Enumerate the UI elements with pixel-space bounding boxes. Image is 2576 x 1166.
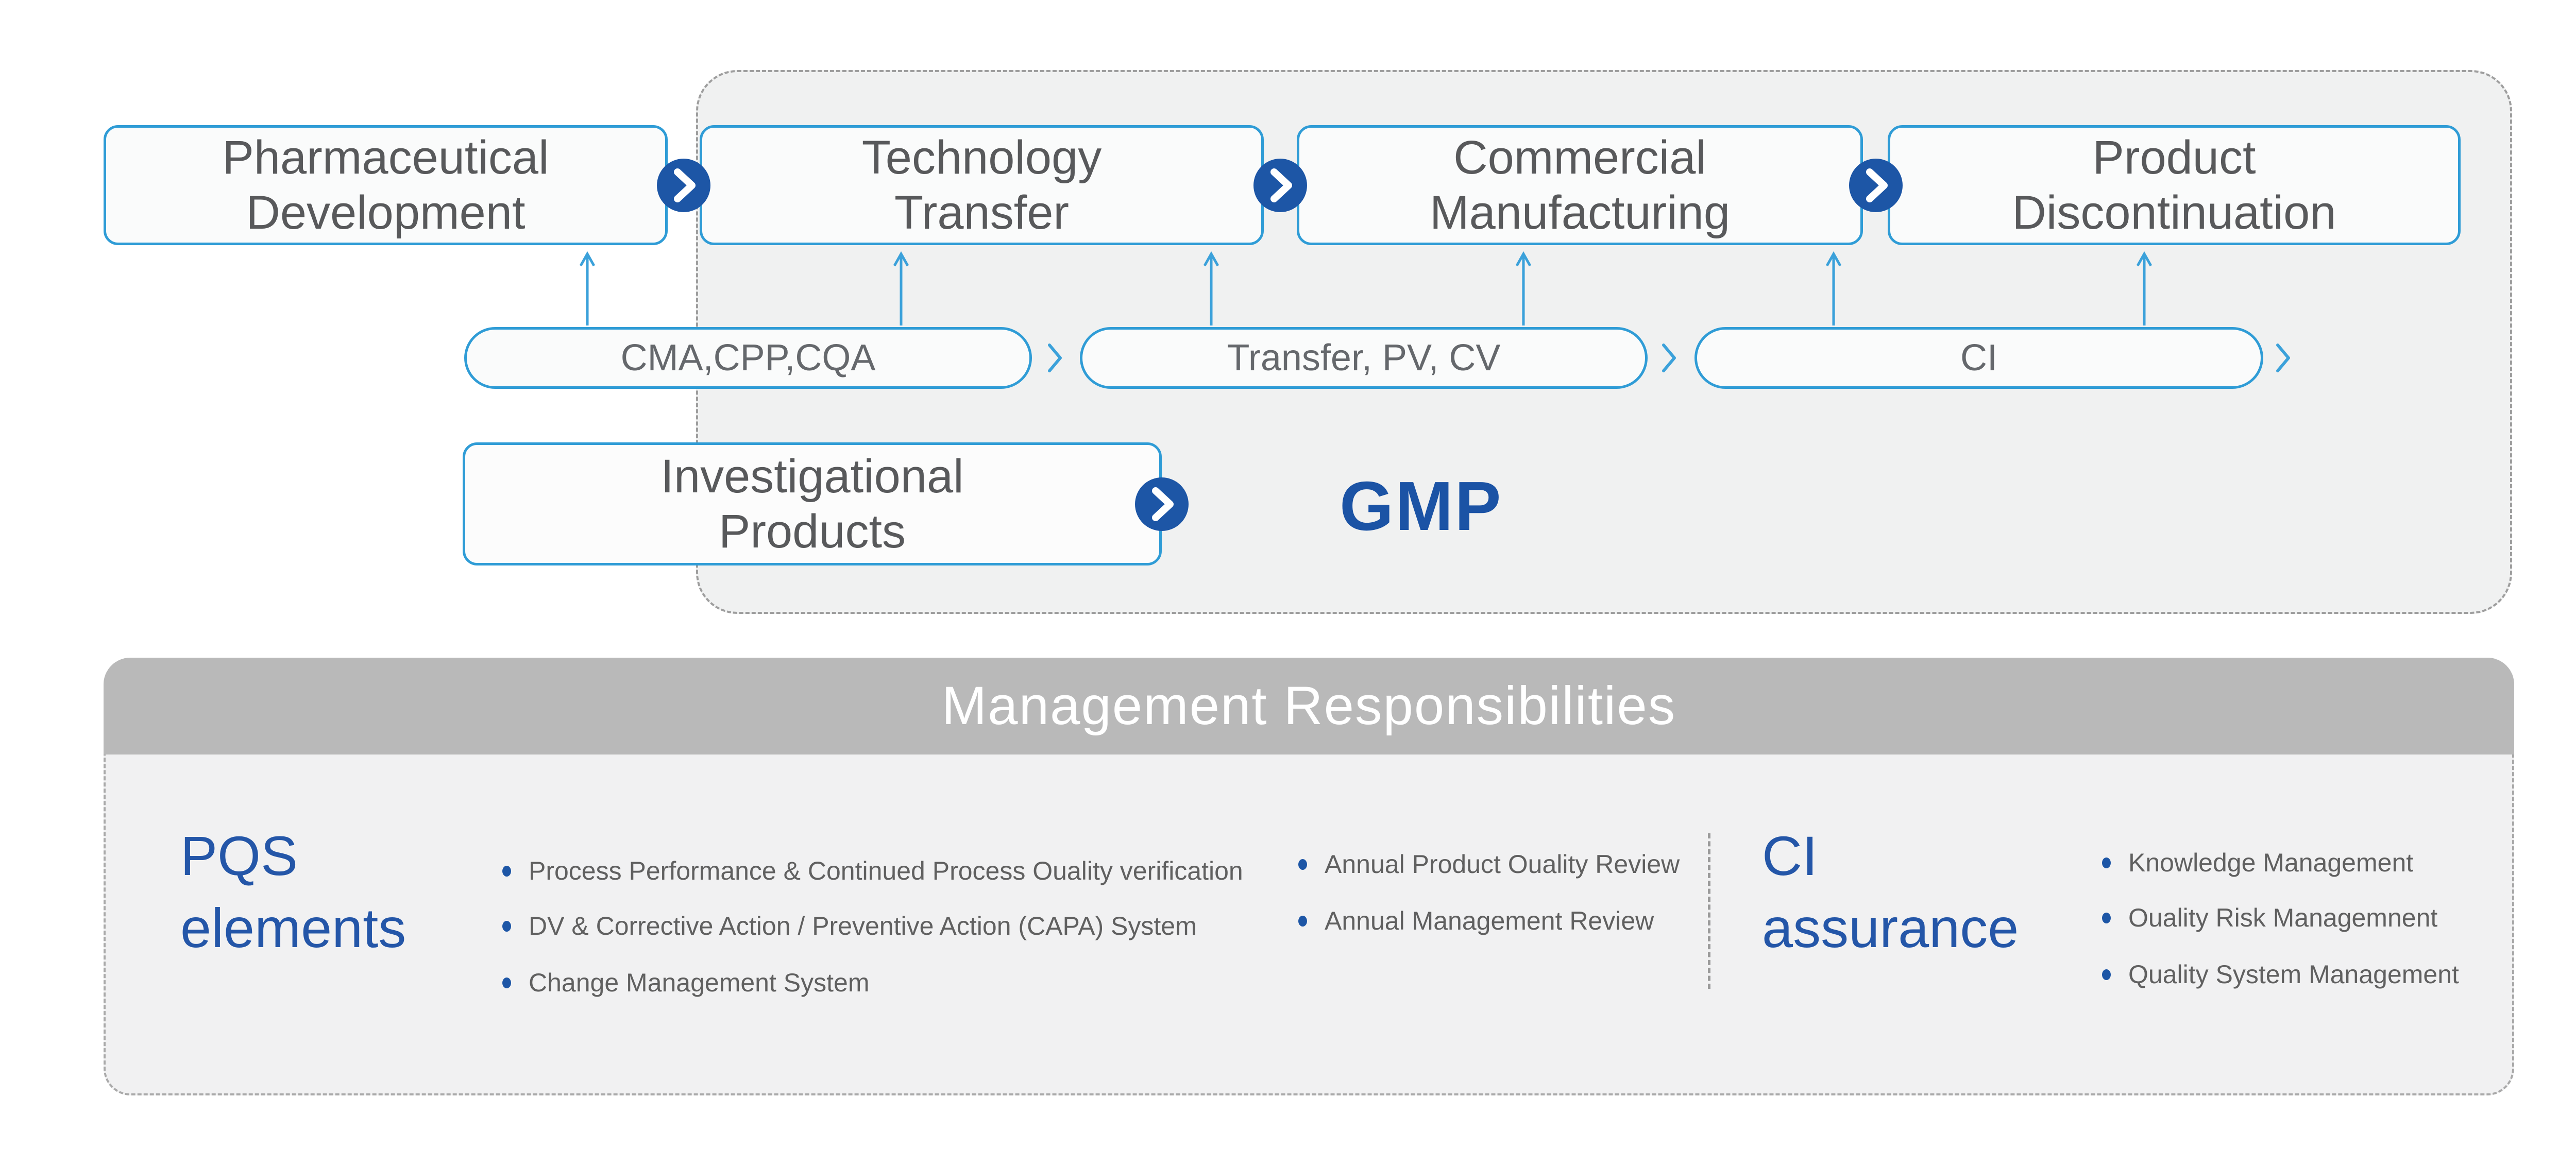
stage-label-line: Manufacturing: [1430, 186, 1730, 239]
pqs-bullet-item: Annual Management Review: [1298, 906, 1654, 936]
stage-label-line: Pharmaceutical: [222, 131, 549, 184]
stage-label-line: Transfer: [894, 186, 1070, 239]
management-panel: Management Responsibilities: [104, 658, 2514, 1095]
heading-line: elements: [180, 897, 406, 959]
ci-assurance-heading: CI assurance: [1762, 820, 2019, 965]
section-divider: [1708, 833, 1710, 989]
up-arrow-icon: [2133, 247, 2156, 327]
phase-pill-label: CMA,CPP,CQA: [620, 337, 876, 379]
bullet-text: Quality System Management: [2128, 960, 2459, 989]
stage-label-line: Discontinuation: [2012, 186, 2336, 239]
invest-label-line: Investigational: [660, 450, 964, 503]
stage-box-product-discontinuation: Product Discontinuation: [1888, 125, 2461, 245]
stage-box-technology-transfer: Technology Transfer: [700, 125, 1264, 245]
management-title-band: Management Responsibilities: [104, 658, 2514, 755]
bullet-text: Knowledge Management: [2128, 848, 2414, 877]
bullet-dot-icon: [2102, 857, 2111, 868]
phase-pill-label: Transfer, PV, CV: [1227, 337, 1501, 379]
bullet-dot-icon: [502, 865, 511, 877]
up-arrow-icon: [890, 247, 912, 327]
stage-box-pharmaceutical-development: Pharmaceutical Development: [104, 125, 668, 245]
pqs-bullet-item: DV & Corrective Action / Preventive Acti…: [502, 911, 1197, 941]
up-arrow-icon: [1822, 247, 1845, 327]
pqs-elements-heading: PQS elements: [180, 820, 406, 965]
bullet-text: Change Management System: [529, 968, 870, 997]
bullet-text: Annual Product Ouality Review: [1325, 850, 1680, 879]
management-title: Management Responsibilities: [941, 676, 1676, 736]
ci-bullet-item: Knowledge Management: [2102, 848, 2413, 878]
chevron-right-icon: [1659, 339, 1680, 376]
investigational-products-box: Investigational Products: [463, 442, 1162, 565]
stage-label-line: Product: [2092, 131, 2256, 184]
bullet-dot-icon: [1298, 859, 1307, 870]
ci-bullet-item: Ouality Risk Managemnent: [2102, 903, 2437, 933]
flow-arrow-icon: [1253, 159, 1307, 212]
gmp-label: GMP: [1340, 467, 1503, 545]
bullet-dot-icon: [1298, 915, 1307, 927]
bullet-dot-icon: [2102, 912, 2111, 923]
up-arrow-icon: [1200, 247, 1223, 327]
bullet-dot-icon: [502, 977, 511, 988]
flow-arrow-icon: [1849, 159, 1903, 212]
pqs-bullet-item: Annual Product Ouality Review: [1298, 849, 1680, 879]
bullet-text: Process Performance & Continued Process …: [529, 856, 1243, 885]
up-arrow-icon: [576, 247, 599, 327]
stage-label-line: Commercial: [1453, 131, 1706, 184]
ci-bullet-item: Quality System Management: [2102, 959, 2459, 989]
stage-box-commercial-manufacturing: Commercial Manufacturing: [1297, 125, 1863, 245]
flow-arrow-icon: [657, 159, 710, 212]
chevron-right-icon: [1045, 339, 1065, 376]
heading-line: CI: [1762, 825, 1818, 887]
bullet-dot-icon: [502, 920, 511, 932]
bullet-text: DV & Corrective Action / Preventive Acti…: [529, 912, 1197, 940]
phase-pill-cma-cpp-cqa: CMA,CPP,CQA: [464, 327, 1032, 389]
bullet-text: Annual Management Review: [1325, 906, 1654, 935]
heading-line: PQS: [180, 825, 298, 887]
phase-pill-label: CI: [1960, 337, 1997, 379]
pqs-bullet-item: Change Management System: [502, 968, 869, 998]
stage-label-line: Development: [246, 186, 526, 239]
stage-label-line: Technology: [861, 131, 1102, 184]
phase-pill-transfer-pv-cv: Transfer, PV, CV: [1080, 327, 1648, 389]
phase-pill-ci: CI: [1694, 327, 2263, 389]
pqs-bullet-item: Process Performance & Continued Process …: [502, 856, 1243, 886]
bullet-text: Ouality Risk Managemnent: [2128, 903, 2438, 932]
invest-label-line: Products: [718, 505, 906, 558]
flow-arrow-icon: [1135, 477, 1189, 531]
chevron-right-icon: [2273, 339, 2294, 376]
bullet-dot-icon: [2102, 969, 2111, 980]
heading-line: assurance: [1762, 897, 2019, 959]
up-arrow-icon: [1512, 247, 1535, 327]
